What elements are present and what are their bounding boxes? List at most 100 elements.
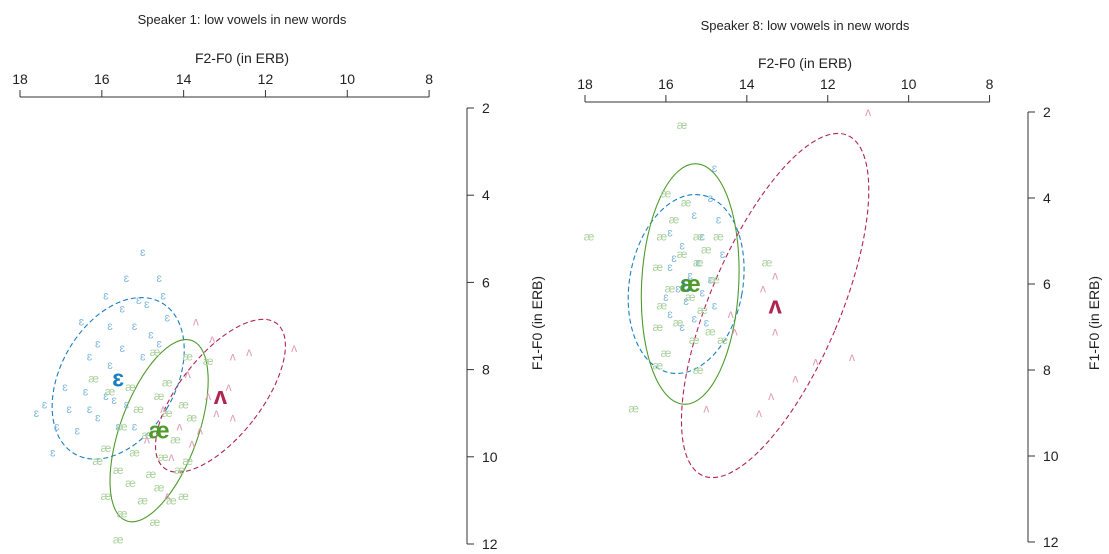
point-ae: æ bbox=[146, 467, 157, 481]
means: ɛæʌ bbox=[680, 271, 783, 320]
point-wedge: ʌ bbox=[209, 332, 215, 346]
point-epsilon: ɛ bbox=[675, 281, 681, 295]
point-epsilon: ɛ bbox=[156, 271, 162, 285]
point-wedge: ʌ bbox=[703, 402, 709, 416]
point-wedge: ʌ bbox=[792, 372, 798, 386]
point-epsilon: ɛ bbox=[667, 225, 673, 239]
point-ae: æ bbox=[166, 493, 177, 507]
point-wedge: ʌ bbox=[768, 389, 774, 403]
point-epsilon: ɛ bbox=[156, 336, 162, 350]
panel-speaker-8: Speaker 8: low vowels in new words F2-F0… bbox=[577, 18, 1102, 550]
point-wedge: ʌ bbox=[205, 389, 211, 403]
point-ae: æ bbox=[709, 273, 720, 287]
x-tick-label: 14 bbox=[739, 76, 755, 92]
x-tick-label: 18 bbox=[12, 71, 28, 87]
point-ae: æ bbox=[101, 441, 112, 455]
x-axis-label: F2-F0 (in ERB) bbox=[195, 50, 289, 66]
point-wedge: ʌ bbox=[813, 354, 819, 368]
point-epsilon: ɛ bbox=[716, 213, 722, 227]
point-wedge: ʌ bbox=[226, 380, 232, 394]
point-epsilon: ɛ bbox=[667, 260, 673, 274]
y-tick-label: 12 bbox=[482, 536, 498, 552]
point-epsilon: ɛ bbox=[144, 297, 150, 311]
point-wedge: ʌ bbox=[189, 437, 195, 451]
point-wedge: ʌ bbox=[849, 350, 855, 364]
point-ae: æ bbox=[162, 376, 173, 390]
mean-label-epsilon: ɛ bbox=[112, 365, 124, 392]
point-epsilon: ɛ bbox=[62, 380, 68, 394]
point-epsilon: ɛ bbox=[66, 402, 72, 416]
y-tick-label: 10 bbox=[482, 449, 498, 465]
point-ae: æ bbox=[150, 345, 161, 359]
point-ae: æ bbox=[117, 506, 128, 520]
point-ae: æ bbox=[693, 256, 704, 270]
point-ae: æ bbox=[113, 463, 124, 477]
y-tick-label: 4 bbox=[482, 187, 490, 203]
point-epsilon: ɛ bbox=[95, 336, 101, 350]
point-epsilon: ɛ bbox=[683, 294, 689, 308]
point-ae: æ bbox=[657, 299, 668, 313]
mean-label-wedge: ʌ bbox=[768, 293, 782, 320]
point-epsilon: ɛ bbox=[708, 273, 714, 287]
point-ae: æ bbox=[141, 428, 152, 442]
point-epsilon: ɛ bbox=[712, 299, 718, 313]
mean-label-wedge: ʌ bbox=[214, 383, 228, 410]
point-ae: æ bbox=[669, 213, 680, 227]
point-ae: æ bbox=[203, 354, 214, 368]
y-ticks: 2 4 6 8 10 12 bbox=[466, 100, 498, 552]
x-tick-label: 10 bbox=[901, 76, 917, 92]
point-ae: æ bbox=[105, 384, 116, 398]
point-ae: æ bbox=[182, 350, 193, 364]
ellipse-epsilon bbox=[51, 297, 185, 460]
point-ae: æ bbox=[88, 371, 99, 385]
point-ae: æ bbox=[762, 256, 773, 270]
point-epsilon: ɛ bbox=[115, 419, 121, 433]
means: ɛæʌ bbox=[112, 365, 228, 444]
point-ae: æ bbox=[717, 333, 728, 347]
point-ae: æ bbox=[685, 290, 696, 304]
point-epsilon: ɛ bbox=[148, 328, 154, 342]
point-epsilon: ɛ bbox=[54, 419, 60, 433]
point-wedge: ʌ bbox=[144, 432, 150, 446]
point-ae: æ bbox=[154, 480, 165, 494]
x-tick-label: 10 bbox=[339, 71, 355, 87]
point-epsilon: ɛ bbox=[140, 245, 146, 259]
point-wedge: ʌ bbox=[160, 402, 166, 416]
point-epsilon: ɛ bbox=[83, 384, 89, 398]
point-ae: æ bbox=[117, 419, 128, 433]
chart-title: Speaker 8: low vowels in new words bbox=[701, 18, 910, 33]
point-ae: æ bbox=[693, 230, 704, 244]
y-tick-label: 2 bbox=[482, 100, 490, 116]
point-ae: æ bbox=[681, 195, 692, 209]
point-epsilon: ɛ bbox=[160, 288, 166, 302]
point-ae: æ bbox=[178, 489, 189, 503]
point-ae: æ bbox=[701, 243, 712, 257]
point-ae: æ bbox=[137, 493, 148, 507]
x-tick-label: 16 bbox=[94, 71, 110, 87]
point-wedge: ʌ bbox=[772, 324, 778, 338]
point-epsilon: ɛ bbox=[712, 161, 718, 175]
point-ae: æ bbox=[652, 320, 663, 334]
point-wedge: ʌ bbox=[772, 268, 778, 282]
x-tick-label: 12 bbox=[258, 71, 274, 87]
point-ae: æ bbox=[652, 359, 663, 373]
point-wedge: ʌ bbox=[230, 411, 236, 425]
point-epsilon: ɛ bbox=[124, 271, 130, 285]
point-epsilon: ɛ bbox=[136, 293, 142, 307]
point-wedge: ʌ bbox=[291, 341, 297, 355]
ellipse-wedge bbox=[154, 318, 286, 473]
y-tick-label: 8 bbox=[1043, 362, 1051, 378]
mean-label-epsilon: ɛ bbox=[680, 271, 692, 298]
mean-label-ae: æ bbox=[680, 271, 701, 298]
point-ae: æ bbox=[652, 260, 663, 274]
point-ae: æ bbox=[677, 118, 688, 132]
point-ae: æ bbox=[125, 476, 136, 490]
point-wedge: ʌ bbox=[197, 424, 203, 438]
point-ae: æ bbox=[693, 363, 704, 377]
point-ae: æ bbox=[154, 389, 165, 403]
point-wedge: ʌ bbox=[164, 489, 170, 503]
x-tick-label: 14 bbox=[176, 71, 192, 87]
point-epsilon: ɛ bbox=[75, 424, 81, 438]
